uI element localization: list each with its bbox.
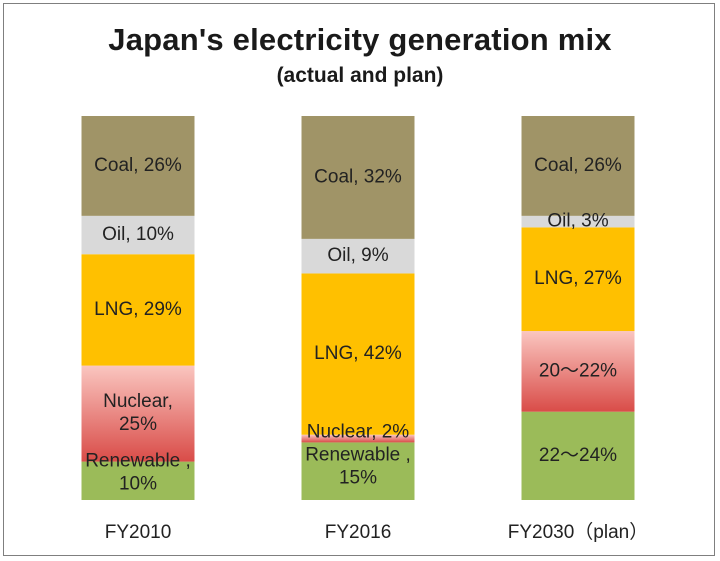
category-label-2: FY2016 [325,522,392,543]
bar-segment-lng-1 [81,254,195,366]
segment-label-coal-2: Coal, 32% [314,166,402,187]
segment-label-renewable-1: Renewable , 10% [85,450,191,494]
bar-segment-oil-2 [301,238,415,274]
category-label-3: FY2030（plan） [508,521,648,543]
bar-segment-coal-3 [521,116,635,216]
bar-segment-nuclear-2 [301,434,415,443]
bar-segment-nuclear-3 [521,331,635,412]
bar-segment-oil-1 [81,215,195,255]
bar-segment-coal-1 [81,116,195,216]
segment-label-lng-3: LNG, 27% [534,268,622,289]
bars-layer [81,116,635,500]
segment-label-renewable-2: Renewable , 15% [305,445,411,489]
chart-subtitle: (actual and plan) [276,64,444,87]
bar-segment-renewable-1 [81,461,195,500]
segment-label-nuclear-3: 20～22% [539,360,617,381]
bar-segment-lng-3 [521,227,635,332]
category-labels-layer: FY2010 FY2016 FY2030（plan） [105,521,649,543]
bar-segment-coal-2 [301,116,415,239]
chart-title: Japan's electricity generation mix [108,22,612,57]
segment-label-oil-2: Oil, 9% [327,245,388,266]
bar-segment-lng-2 [301,273,415,435]
segment-label-oil-3: Oil, 3% [547,211,608,232]
bar-segment-renewable-3 [521,411,635,500]
segment-labels-layer: Renewable , 10% Nuclear, 25% LNG, 29% Oil, 10… [85,155,622,494]
segment-label-coal-1: Coal, 26% [94,155,182,176]
segment-label-coal-3: Coal, 26% [534,155,622,176]
segment-label-renewable-3: 22～24% [539,445,617,466]
bar-segment-nuclear-1 [81,365,195,462]
segment-label-lng-1: LNG, 29% [94,299,182,320]
segment-label-nuclear-2: Nuclear, 2% [307,422,410,443]
bar-segment-renewable-2 [301,442,415,500]
bar-segment-oil-3 [521,215,635,228]
segment-label-nuclear-1: Nuclear, 25% [103,391,173,435]
segment-label-lng-2: LNG, 42% [314,343,402,364]
segment-label-oil-1: Oil, 10% [102,224,174,245]
category-label-1: FY2010 [105,522,172,543]
